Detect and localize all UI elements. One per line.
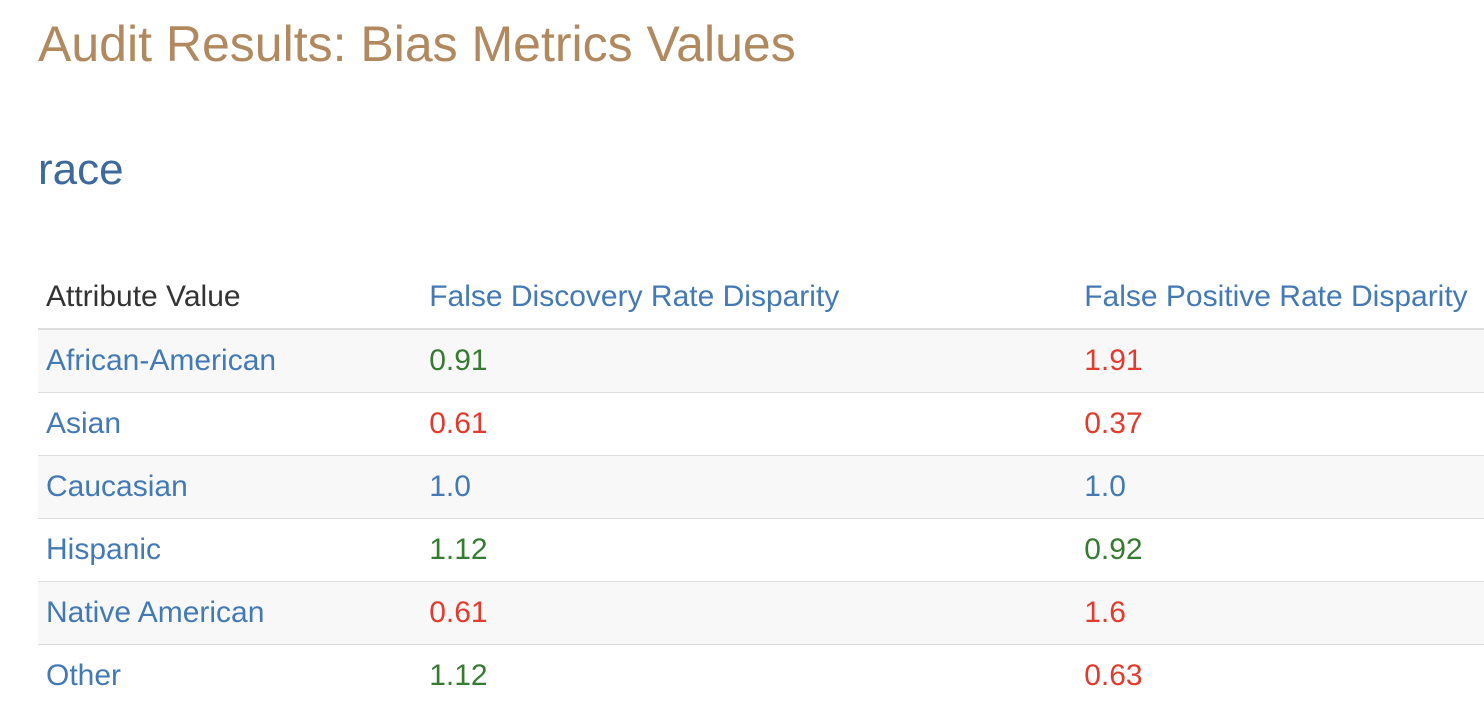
fpr-value-cell: 0.63 xyxy=(1076,644,1484,708)
fdr-value-cell: 1.0 xyxy=(421,455,1077,519)
fdr-value-cell: 0.91 xyxy=(429,344,488,378)
bias-metrics-table: Attribute Value False Discovery Rate Dis… xyxy=(38,266,1484,708)
attribute-section-title: race xyxy=(38,145,124,194)
column-header-false-discovery-rate-disparity[interactable]: False Discovery Rate Disparity xyxy=(421,266,1077,331)
table-row: African-American 0.91 1.91 xyxy=(38,329,1484,393)
attribute-value-cell[interactable]: Hispanic xyxy=(38,518,422,582)
fpr-value-cell: 1.6 xyxy=(1076,581,1484,645)
table-header-row: Attribute Value False Discovery Rate Dis… xyxy=(38,266,1484,331)
column-header-attribute-value: Attribute Value xyxy=(38,266,422,331)
table-row: Other 1.12 0.63 xyxy=(38,644,1484,708)
fdr-value-cell: 0.61 xyxy=(421,581,1077,645)
attribute-value-cell[interactable]: Caucasian xyxy=(38,455,422,519)
fdr-value-cell: 1.12 xyxy=(421,518,1077,582)
attribute-value-cell[interactable]: Other xyxy=(38,644,422,708)
table-row: Asian 0.61 0.37 xyxy=(38,392,1484,456)
page-title: Audit Results: Bias Metrics Values xyxy=(38,16,796,72)
fpr-value-cell: 0.92 xyxy=(1076,518,1484,582)
fpr-value-cell: 1.91 xyxy=(1084,344,1143,378)
table-row: Native American 0.61 1.6 xyxy=(38,581,1484,645)
fpr-value-cell: 0.37 xyxy=(1076,392,1484,456)
table-row: Hispanic 1.12 0.92 xyxy=(38,518,1484,582)
attribute-value-cell[interactable]: Native American xyxy=(38,581,422,645)
table-row: Caucasian 1.0 1.0 xyxy=(38,455,1484,519)
fdr-value-cell: 0.61 xyxy=(421,392,1077,456)
fpr-value-cell: 1.0 xyxy=(1076,455,1484,519)
attribute-value-cell[interactable]: Asian xyxy=(38,392,422,456)
attribute-value-cell[interactable]: African-American xyxy=(46,344,277,378)
column-header-false-positive-rate-disparity[interactable]: False Positive Rate Disparity xyxy=(1076,266,1484,331)
fdr-value-cell: 1.12 xyxy=(421,644,1077,708)
